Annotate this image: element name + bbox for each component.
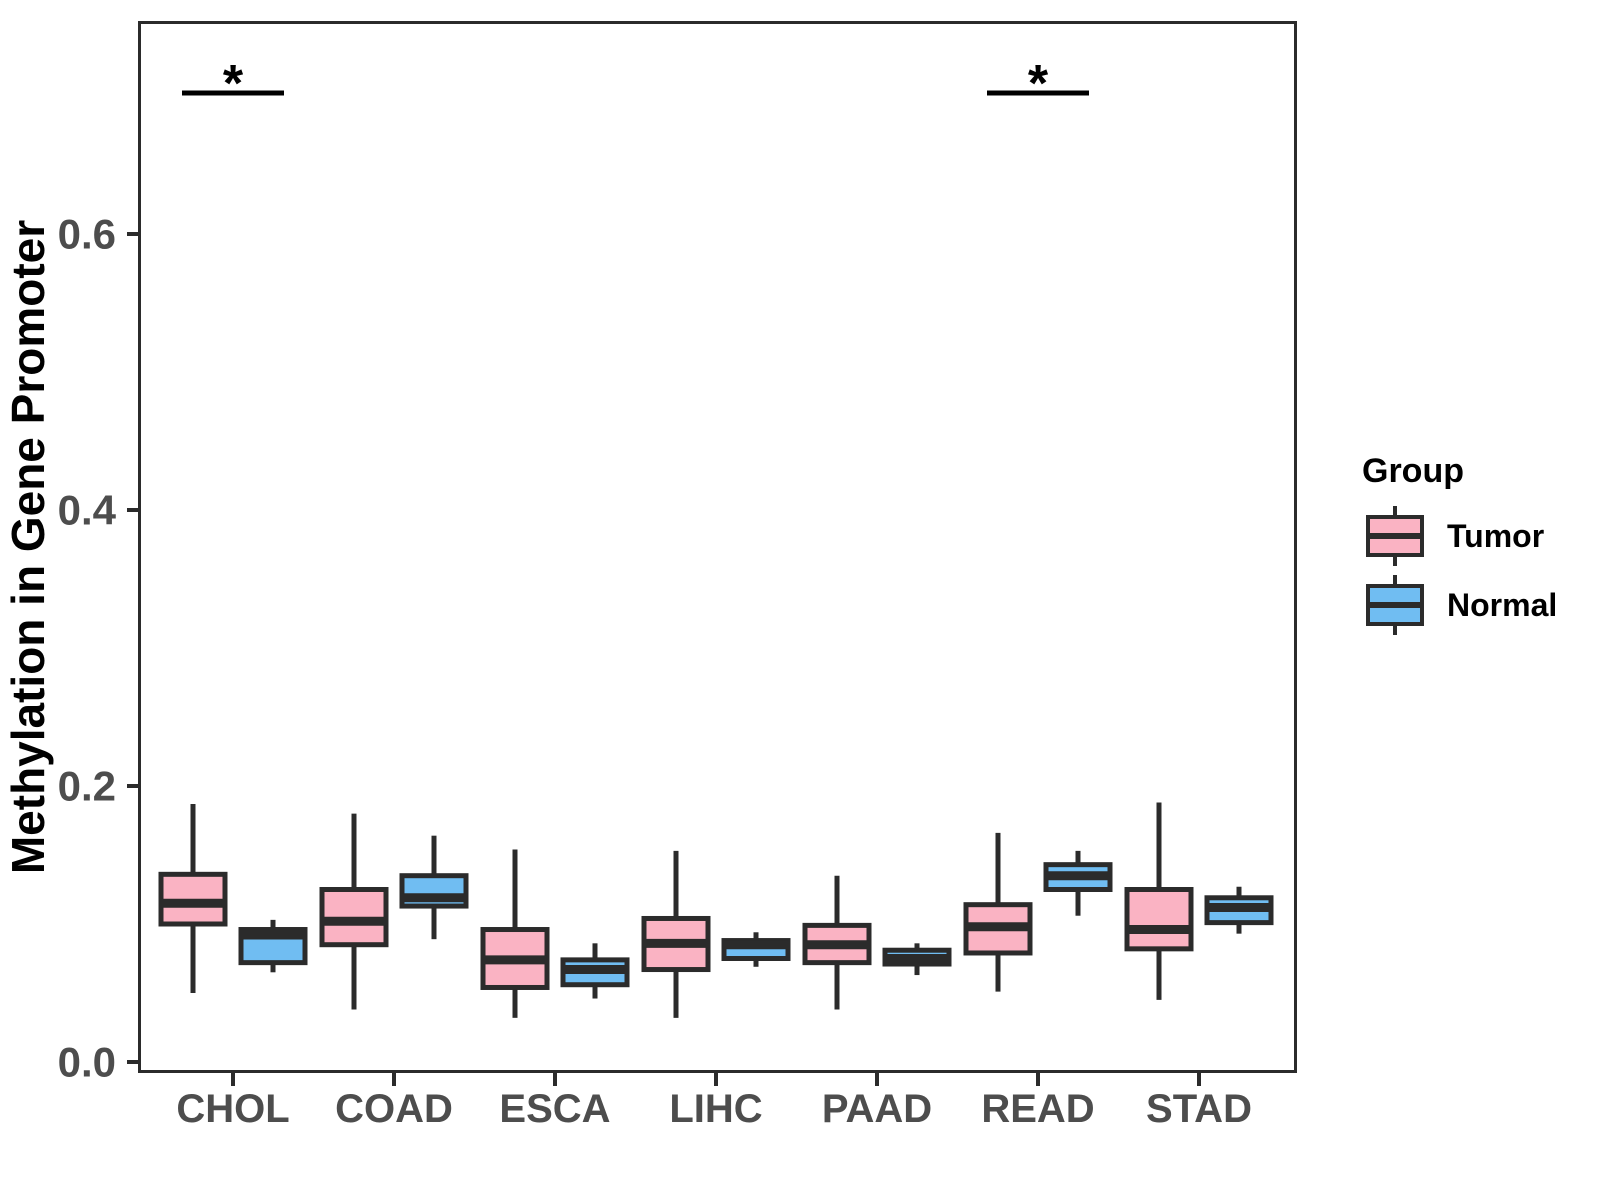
x-tick-label-paad: PAAD bbox=[822, 1087, 932, 1131]
y-tick-label: 0.6 bbox=[58, 211, 116, 258]
y-tick-label: 0.4 bbox=[58, 487, 117, 534]
boxplot-lihc-tumor bbox=[641, 850, 711, 1018]
significance-star-read: * bbox=[1028, 55, 1049, 113]
boxplot-series bbox=[158, 802, 1274, 1018]
boxplot-esca-tumor bbox=[480, 849, 550, 1018]
y-axis-ticks: 0.0 0.2 0.4 0.6 bbox=[58, 211, 139, 1086]
legend-keys bbox=[1366, 506, 1424, 635]
legend-label-tumor: Tumor bbox=[1447, 518, 1544, 554]
x-tick-label-read: READ bbox=[981, 1087, 1094, 1131]
boxplot-read-tumor bbox=[963, 832, 1033, 992]
boxplot-coad-tumor bbox=[319, 813, 389, 1010]
legend-label-normal: Normal bbox=[1447, 587, 1557, 623]
y-tick-label: 0.0 bbox=[58, 1039, 116, 1086]
boxplot-paad-normal bbox=[882, 943, 952, 976]
boxplot-stad-normal bbox=[1204, 886, 1274, 934]
legend-title: Group bbox=[1362, 452, 1464, 490]
iqr-box bbox=[1124, 887, 1194, 952]
boxplot-chol-tumor bbox=[158, 803, 228, 993]
boxplot-stad-tumor bbox=[1124, 802, 1194, 1000]
x-tick-label-stad: STAD bbox=[1146, 1087, 1252, 1131]
boxplot-read-normal bbox=[1043, 850, 1113, 916]
plot-panel-border bbox=[138, 21, 1297, 1073]
boxplot-lihc-normal bbox=[721, 932, 791, 967]
boxplot-chol-normal bbox=[238, 919, 308, 973]
x-tick-label-esca: ESCA bbox=[499, 1087, 610, 1131]
legend-key-normal bbox=[1366, 575, 1424, 635]
significance-annotations: * * bbox=[182, 55, 1089, 113]
legend-key-tumor bbox=[1366, 506, 1424, 566]
x-tick-label-lihc: LIHC bbox=[669, 1087, 762, 1131]
x-axis-ticks: CHOL COAD ESCA LIHC PAAD READ STAD bbox=[176, 1072, 1252, 1131]
x-tick-label-chol: CHOL bbox=[176, 1087, 289, 1131]
boxplot-esca-normal bbox=[560, 943, 630, 999]
x-tick-label-coad: COAD bbox=[335, 1087, 453, 1131]
y-tick-label: 0.2 bbox=[58, 763, 116, 810]
boxplot-coad-normal bbox=[399, 835, 469, 940]
boxplot-paad-tumor bbox=[802, 875, 872, 1010]
significance-star-chol: * bbox=[223, 55, 244, 113]
y-axis-title: Methylation in Gene Promoter bbox=[2, 220, 54, 874]
